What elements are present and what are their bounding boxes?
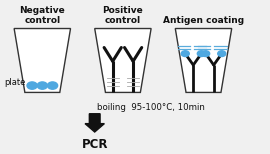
Ellipse shape — [197, 51, 205, 57]
Ellipse shape — [27, 82, 37, 89]
FancyArrow shape — [85, 114, 104, 132]
Polygon shape — [14, 28, 70, 92]
Text: Positive
control: Positive control — [103, 6, 143, 25]
Text: Negative
control: Negative control — [19, 6, 65, 25]
Text: PCR: PCR — [82, 138, 108, 151]
Text: plate: plate — [5, 78, 26, 87]
Ellipse shape — [202, 51, 210, 57]
Ellipse shape — [48, 82, 58, 89]
Text: boiling  95-100°C, 10min: boiling 95-100°C, 10min — [97, 103, 205, 112]
Ellipse shape — [181, 51, 189, 57]
Ellipse shape — [218, 51, 226, 57]
Ellipse shape — [37, 82, 48, 89]
Text: Antigen coating: Antigen coating — [163, 16, 244, 25]
Polygon shape — [95, 28, 151, 92]
Polygon shape — [175, 28, 232, 92]
